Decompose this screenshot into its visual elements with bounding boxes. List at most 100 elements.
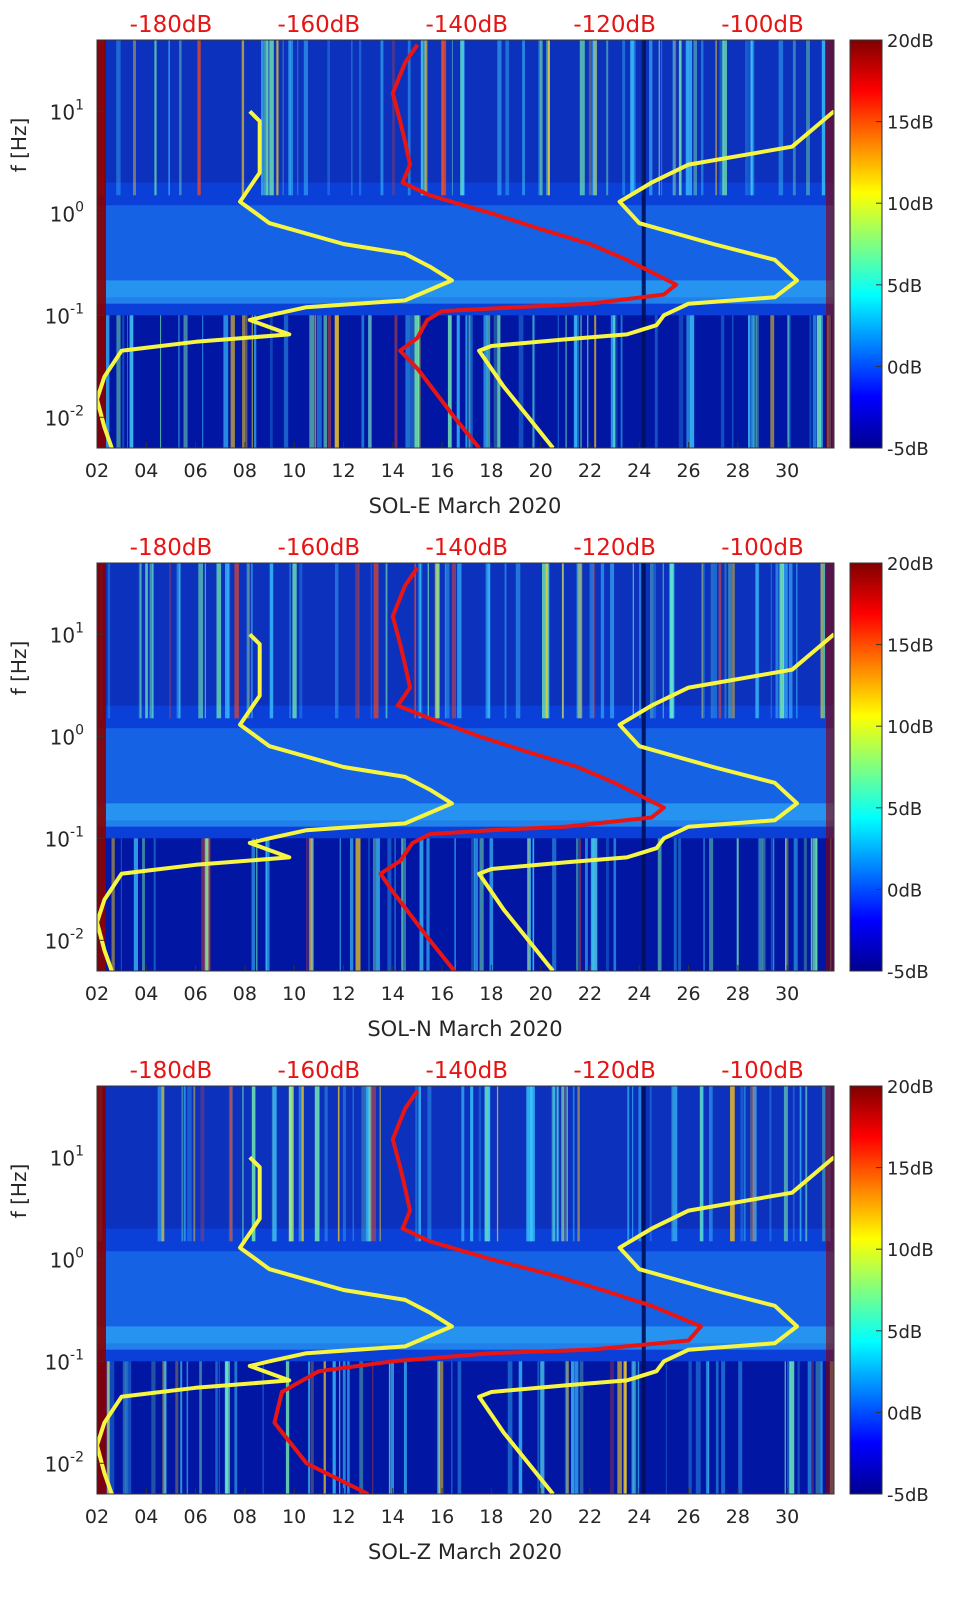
noise-model-line-yellow-1 [97,109,454,448]
x-tick-label: 10 [282,460,306,482]
y-tick-label: 10-1 [45,824,84,851]
x-tick-label: 12 [331,1506,355,1528]
x-tick-label: 26 [676,460,700,482]
x-tick-label: 12 [331,983,355,1005]
x-tick-label: 26 [676,1506,700,1528]
y-tick-label: 10-1 [45,301,84,328]
x-tick-label: 30 [775,983,799,1005]
chart-panel-1: 02 04 06 08 10 12 14 16 18 20 22 24 26 28 30 10-2 10-1 10… [7,12,934,518]
x-tick-label: 24 [627,460,651,482]
x-tick-label: 08 [233,983,257,1005]
colorbar-tick-label: 10dB [887,194,934,215]
colorbar-gradient [849,1085,883,1495]
spectrogram-image [97,563,834,971]
x-tick-label: 04 [134,460,158,482]
colorbar: 20dB 15dB 10dB 5dB 0dB -5dB [849,554,934,983]
x-tick-label: 14 [381,460,405,482]
y-tick-label: 100 [50,199,84,226]
spectrogram-image [97,40,834,448]
x-tick-label: 02 [85,1506,109,1528]
x-tick-label: 06 [184,983,208,1005]
x-tick-label: 02 [85,460,109,482]
noise-model-line-yellow-1 [97,1155,454,1494]
top-db-label: -100dB [721,12,804,38]
colorbar-gradient [849,39,883,449]
colorbar-tick-label: 10dB [887,717,934,738]
noise-model-line-red [272,1089,703,1494]
noise-model-line-red [390,43,679,448]
x-tick-label: 08 [233,1506,257,1528]
y-tick-label: 100 [50,722,84,749]
colorbar-tick-label: 20dB [887,31,934,52]
x-tick-label: 06 [184,1506,208,1528]
top-db-label: -180dB [130,1058,213,1084]
noise-model-line-red [378,566,666,971]
x-tick-label: 14 [381,983,405,1005]
x-tick-label: 14 [381,1506,405,1528]
top-db-label: -120dB [573,12,656,38]
top-db-label: -180dB [130,12,213,38]
colorbar-tick-label: 0dB [887,1403,922,1424]
x-tick-label: 20 [529,983,553,1005]
chart-panel-2: 02 04 06 08 10 12 14 16 18 20 22 24 26 28 30 10-2 10-1 10… [7,535,934,1041]
x-tick-label: 28 [726,460,750,482]
colorbar-tick-label: 15dB [887,113,934,134]
noise-model-line-yellow-1 [97,632,454,971]
x-tick-label: 24 [627,983,651,1005]
top-db-label: -100dB [721,1058,804,1084]
x-tick-label: 18 [479,460,503,482]
y-axis-label: f [Hz] [7,1164,31,1219]
noise-model-line-yellow-2 [477,109,834,448]
colorbar-tick-label: -5dB [887,439,929,460]
x-tick-label: 02 [85,983,109,1005]
top-db-label: -160dB [278,1058,361,1084]
y-tick-label: 10-2 [45,1449,84,1476]
top-db-label: -140dB [425,1058,508,1084]
top-db-label: -100dB [721,535,804,561]
colorbar-tick-label: -5dB [887,962,929,983]
colorbar-tick-label: 15dB [887,1159,934,1180]
y-axis-label: f [Hz] [7,641,31,696]
top-db-label: -140dB [425,535,508,561]
noise-model-line-yellow-2 [477,632,834,971]
colorbar-tick-label: 5dB [887,276,922,297]
y-tick-label: 101 [50,1143,84,1170]
colorbar-tick-label: 0dB [887,880,922,901]
colorbar-tick-label: 0dB [887,357,922,378]
noise-model-line-yellow-2 [477,1155,834,1494]
top-db-label: -140dB [425,12,508,38]
x-tick-label: 28 [726,983,750,1005]
x-tick-label: 20 [529,460,553,482]
x-tick-label: 20 [529,1506,553,1528]
spectrogram-image [97,1086,834,1494]
top-db-label: -160dB [278,12,361,38]
colorbar-tick-label: 5dB [887,799,922,820]
top-db-label: -160dB [278,535,361,561]
x-tick-label: 10 [282,1506,306,1528]
x-tick-label: 22 [578,1506,602,1528]
y-tick-label: 10-1 [45,1347,84,1374]
top-db-label: -180dB [130,535,213,561]
top-db-label: -120dB [573,535,656,561]
x-tick-label: 08 [233,460,257,482]
plot-frame [96,1085,835,1495]
colorbar-tick-label: 20dB [887,1077,934,1098]
y-tick-label: 10-2 [45,403,84,430]
x-tick-label: 16 [430,1506,454,1528]
y-tick-label: 100 [50,1245,84,1272]
y-tick-label: 101 [50,97,84,124]
x-axis-label: SOL-E March 2020 [369,494,562,518]
x-tick-label: 04 [134,1506,158,1528]
colorbar-gradient [849,562,883,972]
chart-panel-3: 02 04 06 08 10 12 14 16 18 20 22 24 26 28 30 10-2 10-1 10… [7,1058,934,1564]
colorbar-tick-label: -5dB [887,1485,929,1506]
x-tick-label: 10 [282,983,306,1005]
x-tick-label: 30 [775,460,799,482]
colorbar-tick-label: 10dB [887,1240,934,1261]
plot-frame [96,39,835,449]
x-tick-label: 18 [479,983,503,1005]
x-axis-label: SOL-N March 2020 [367,1017,562,1041]
y-tick-label: 10-2 [45,926,84,953]
x-tick-label: 30 [775,1506,799,1528]
